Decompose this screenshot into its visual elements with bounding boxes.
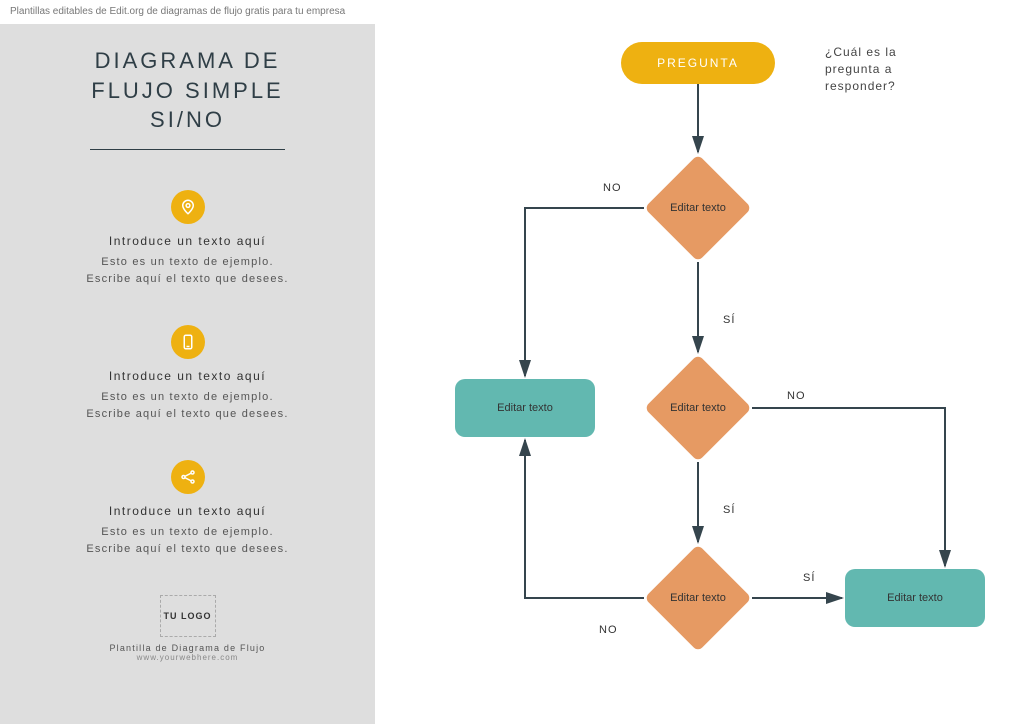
- item-heading: Introduce un texto aquí: [30, 504, 345, 518]
- edge-label: SÍ: [803, 572, 815, 584]
- node-result-right[interactable]: Editar texto: [845, 569, 985, 627]
- item-body: Esto es un texto de ejemplo.Escribe aquí…: [30, 254, 345, 287]
- pin-icon: [171, 190, 205, 224]
- sidebar-title: DIAGRAMA DE FLUJO SIMPLE SI/NO: [30, 46, 345, 135]
- node-decision-2[interactable]: Editar texto: [644, 354, 752, 462]
- footer-line2: www.yourwebhere.com: [30, 653, 345, 662]
- sidebar-item: Introduce un texto aquí Esto es un texto…: [30, 190, 345, 287]
- flowchart: PREGUNTA Editar texto Editar texto Edita…: [375, 24, 1024, 724]
- item-heading: Introduce un texto aquí: [30, 234, 345, 248]
- edge-label: NO: [603, 182, 622, 194]
- item-body: Esto es un texto de ejemplo.Escribe aquí…: [30, 524, 345, 557]
- topbar-caption: Plantillas editables de Edit.org de diag…: [10, 6, 345, 17]
- title-divider: [90, 149, 285, 150]
- edge-label: SÍ: [723, 314, 735, 326]
- node-result-left[interactable]: Editar texto: [455, 379, 595, 437]
- sidebar-item: Introduce un texto aquí Esto es un texto…: [30, 325, 345, 422]
- edge-label: NO: [787, 390, 806, 402]
- edge-label: NO: [599, 624, 618, 636]
- footer-line1: Plantilla de Diagrama de Flujo: [30, 643, 345, 653]
- node-start[interactable]: PREGUNTA: [621, 42, 775, 84]
- edge-label: SÍ: [723, 504, 735, 516]
- item-body: Esto es un texto de ejemplo.Escribe aquí…: [30, 389, 345, 422]
- question-hint: ¿Cuál es la pregunta a responder?: [825, 44, 897, 94]
- sidebar: DIAGRAMA DE FLUJO SIMPLE SI/NO Introduce…: [0, 24, 375, 724]
- node-decision-1[interactable]: Editar texto: [644, 154, 752, 262]
- phone-icon: [171, 325, 205, 359]
- sidebar-item: Introduce un texto aquí Esto es un texto…: [30, 460, 345, 557]
- node-decision-3[interactable]: Editar texto: [644, 544, 752, 652]
- logo-placeholder: TU LOGO: [160, 595, 216, 637]
- share-icon: [171, 460, 205, 494]
- item-heading: Introduce un texto aquí: [30, 369, 345, 383]
